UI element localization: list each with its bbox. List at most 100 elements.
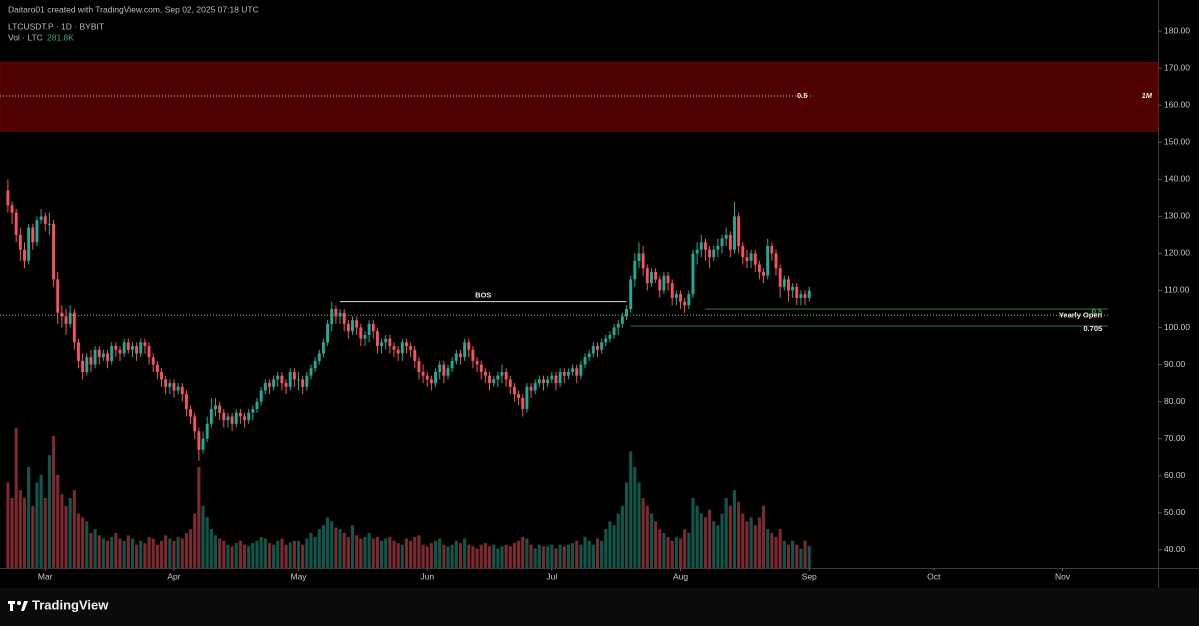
candle-body bbox=[778, 268, 782, 287]
volume-bar bbox=[496, 548, 500, 568]
volume-bar bbox=[68, 498, 72, 568]
candle-body bbox=[446, 368, 450, 376]
x-tick-label: Nov bbox=[1055, 571, 1071, 581]
candle-body bbox=[209, 409, 213, 424]
volume-bar bbox=[487, 546, 492, 568]
candle-body bbox=[27, 227, 31, 261]
candle-body bbox=[259, 390, 263, 402]
volume-bar bbox=[571, 543, 575, 568]
volume-bar bbox=[450, 544, 454, 568]
volume-bar bbox=[649, 513, 654, 568]
volume-bar bbox=[712, 521, 716, 568]
candle-body bbox=[143, 342, 147, 347]
volume-bar bbox=[595, 538, 600, 568]
volume-bar bbox=[442, 544, 446, 568]
volume-bar bbox=[255, 540, 259, 568]
volume-bar bbox=[483, 543, 487, 568]
candle-body bbox=[546, 379, 550, 384]
level-label: 0.5 bbox=[797, 91, 807, 100]
candle-body bbox=[6, 190, 10, 206]
candle-body bbox=[562, 371, 566, 376]
y-tick-label: 60.00 bbox=[1164, 470, 1186, 480]
y-tick-label: 130.00 bbox=[1164, 211, 1190, 221]
volume-bar bbox=[272, 544, 276, 568]
candle-body bbox=[247, 412, 251, 421]
volume-bar bbox=[143, 543, 147, 568]
candle-body bbox=[583, 357, 587, 365]
volume-bar bbox=[658, 529, 662, 568]
candle-body bbox=[180, 386, 184, 395]
brand-logo bbox=[8, 601, 28, 611]
y-tick-label: 70.00 bbox=[1164, 433, 1186, 443]
volume-bar bbox=[807, 546, 811, 568]
volume-bar bbox=[492, 544, 496, 568]
credit: Daitaro01 created with TradingView.com, … bbox=[8, 4, 259, 14]
volume-bar bbox=[259, 536, 263, 568]
candle-body bbox=[342, 312, 346, 324]
candle-body bbox=[799, 294, 803, 298]
volume-bar bbox=[114, 533, 118, 568]
volume-bar bbox=[305, 538, 309, 568]
volume-bar bbox=[263, 538, 267, 568]
volume-bar bbox=[122, 540, 126, 568]
candle-body bbox=[483, 371, 487, 376]
volume-bar bbox=[753, 525, 757, 568]
candle-body bbox=[39, 216, 43, 221]
candle-body bbox=[168, 383, 172, 387]
volume-bar bbox=[521, 536, 525, 568]
y-tick-label: 180.00 bbox=[1164, 25, 1190, 35]
brand: TradingView bbox=[32, 597, 109, 612]
candle-body bbox=[226, 416, 230, 421]
volume-bar bbox=[475, 548, 479, 568]
volume-bar bbox=[288, 542, 292, 568]
candle-body bbox=[263, 383, 267, 391]
volume-bar bbox=[35, 482, 39, 568]
volume-bar bbox=[795, 544, 799, 568]
candle-body bbox=[625, 309, 628, 317]
candle-body bbox=[542, 379, 545, 384]
candle-body bbox=[72, 312, 76, 343]
volume-bar bbox=[371, 538, 375, 568]
candle-body bbox=[600, 342, 604, 350]
level-label: 0.5 bbox=[1092, 307, 1102, 316]
logo-slash bbox=[21, 601, 28, 611]
candle-body bbox=[467, 342, 471, 350]
candle-body bbox=[284, 383, 288, 387]
volume-bar bbox=[209, 529, 213, 568]
volume-bar bbox=[392, 540, 396, 568]
candle-body bbox=[620, 316, 624, 324]
candle-body bbox=[795, 286, 799, 298]
candle-body bbox=[305, 375, 309, 387]
candle-body bbox=[571, 368, 575, 372]
volume-bar bbox=[147, 536, 151, 568]
candle-body bbox=[155, 364, 159, 372]
volume-bar bbox=[683, 529, 687, 568]
volume-bar bbox=[284, 544, 288, 568]
volume-bar bbox=[313, 536, 317, 568]
candle-body bbox=[450, 360, 454, 369]
candle-body bbox=[89, 357, 93, 365]
candle-body bbox=[384, 338, 388, 343]
candle-body bbox=[363, 334, 367, 339]
y-tick-label: 90.00 bbox=[1164, 359, 1186, 369]
volume-bar bbox=[81, 517, 85, 568]
candle-body bbox=[205, 423, 209, 439]
candle-body bbox=[230, 416, 234, 424]
volume-bar bbox=[201, 505, 205, 568]
volume-bar bbox=[164, 535, 168, 568]
candle-body bbox=[733, 216, 736, 250]
volume-bar bbox=[93, 529, 97, 568]
candle-body bbox=[126, 342, 130, 350]
volume-bar bbox=[508, 546, 512, 568]
volume-bar bbox=[56, 474, 60, 568]
candle-body bbox=[537, 379, 541, 384]
candle-body bbox=[64, 316, 68, 324]
candle-body bbox=[243, 416, 247, 421]
candle-body bbox=[587, 353, 591, 358]
volume-bar bbox=[151, 538, 155, 568]
volume-bar bbox=[629, 451, 633, 568]
volume-bar bbox=[60, 494, 64, 568]
candle-body bbox=[43, 216, 47, 224]
candle-body bbox=[762, 271, 766, 276]
